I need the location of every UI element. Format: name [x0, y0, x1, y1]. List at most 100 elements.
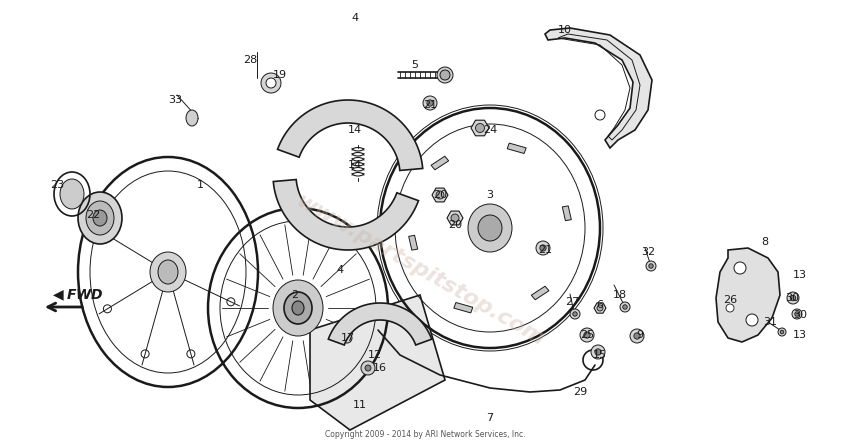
Ellipse shape	[86, 201, 114, 235]
Ellipse shape	[630, 329, 644, 343]
Ellipse shape	[746, 314, 758, 326]
Ellipse shape	[93, 210, 107, 226]
Text: 1: 1	[196, 180, 203, 190]
Text: 19: 19	[273, 70, 287, 80]
Ellipse shape	[649, 264, 654, 268]
Text: 13: 13	[793, 270, 807, 280]
Polygon shape	[471, 120, 489, 136]
Text: 33: 33	[168, 95, 182, 105]
Text: 22: 22	[86, 210, 100, 220]
Text: 27: 27	[565, 297, 579, 307]
Ellipse shape	[60, 179, 84, 209]
Ellipse shape	[540, 245, 547, 251]
Polygon shape	[594, 303, 606, 313]
Ellipse shape	[440, 70, 450, 80]
Text: $\blacktriangleleft$FWD: $\blacktriangleleft$FWD	[50, 287, 104, 303]
Ellipse shape	[478, 215, 502, 241]
Ellipse shape	[361, 361, 375, 375]
Text: 30: 30	[785, 293, 799, 303]
Ellipse shape	[646, 261, 656, 271]
Polygon shape	[310, 295, 445, 430]
Ellipse shape	[273, 280, 323, 336]
Ellipse shape	[436, 191, 444, 199]
Ellipse shape	[573, 312, 577, 316]
Text: 4: 4	[337, 265, 343, 275]
Text: 23: 23	[50, 180, 64, 190]
Ellipse shape	[591, 345, 605, 359]
Ellipse shape	[778, 328, 786, 336]
Ellipse shape	[584, 332, 590, 338]
Ellipse shape	[595, 349, 601, 355]
Polygon shape	[563, 206, 571, 221]
Ellipse shape	[790, 295, 796, 301]
Text: 24: 24	[483, 125, 497, 135]
Ellipse shape	[266, 78, 276, 88]
Text: 8: 8	[762, 237, 768, 247]
Polygon shape	[277, 100, 422, 170]
Polygon shape	[432, 188, 448, 202]
Ellipse shape	[437, 67, 453, 83]
Text: 14: 14	[348, 125, 362, 135]
Text: Copyright 2009 - 2014 by ARI Network Services, Inc.: Copyright 2009 - 2014 by ARI Network Ser…	[325, 429, 525, 439]
Text: 25: 25	[580, 330, 594, 340]
Ellipse shape	[787, 292, 799, 304]
Ellipse shape	[423, 96, 437, 110]
Ellipse shape	[78, 192, 122, 244]
Text: 10: 10	[558, 25, 572, 35]
Ellipse shape	[158, 260, 178, 284]
Polygon shape	[716, 248, 780, 342]
Ellipse shape	[284, 292, 312, 324]
Ellipse shape	[536, 241, 550, 255]
Ellipse shape	[468, 204, 512, 252]
Polygon shape	[447, 211, 463, 225]
Ellipse shape	[595, 110, 605, 120]
Ellipse shape	[620, 302, 630, 312]
Text: 11: 11	[353, 400, 367, 410]
Text: 21: 21	[538, 245, 552, 255]
Polygon shape	[545, 28, 652, 148]
Text: 21: 21	[423, 100, 437, 110]
Polygon shape	[274, 179, 418, 250]
Polygon shape	[507, 143, 526, 154]
Text: 29: 29	[573, 387, 587, 397]
Text: 16: 16	[373, 363, 387, 373]
Text: 18: 18	[613, 290, 627, 300]
Ellipse shape	[365, 365, 371, 371]
Polygon shape	[454, 302, 473, 313]
Polygon shape	[409, 235, 417, 250]
Ellipse shape	[623, 305, 627, 309]
Text: 32: 32	[641, 247, 655, 257]
Ellipse shape	[580, 328, 594, 342]
Ellipse shape	[734, 262, 746, 274]
Polygon shape	[431, 156, 449, 170]
Ellipse shape	[427, 100, 434, 106]
Text: 9: 9	[637, 330, 643, 340]
Text: 28: 28	[243, 55, 257, 65]
Text: 12: 12	[368, 350, 382, 360]
Text: 30: 30	[793, 310, 807, 320]
Ellipse shape	[597, 305, 603, 311]
Ellipse shape	[795, 312, 799, 316]
Text: 20: 20	[448, 220, 462, 230]
Text: www.partspitstop.com: www.partspitstop.com	[292, 190, 547, 349]
Ellipse shape	[451, 214, 459, 222]
Text: 14: 14	[348, 160, 362, 170]
Ellipse shape	[150, 252, 186, 292]
Ellipse shape	[634, 333, 640, 339]
Text: 2: 2	[292, 290, 298, 300]
Ellipse shape	[792, 309, 802, 319]
Ellipse shape	[186, 110, 198, 126]
Text: 4: 4	[351, 13, 359, 23]
Ellipse shape	[342, 333, 352, 343]
Text: 5: 5	[411, 60, 418, 70]
Text: 17: 17	[341, 333, 355, 343]
Ellipse shape	[726, 304, 734, 312]
Text: 31: 31	[763, 317, 777, 327]
Text: 20: 20	[433, 190, 447, 200]
Text: 13: 13	[793, 330, 807, 340]
Polygon shape	[328, 303, 432, 345]
Text: 26: 26	[723, 295, 737, 305]
Text: 3: 3	[486, 190, 494, 200]
Ellipse shape	[292, 301, 304, 315]
Polygon shape	[531, 286, 549, 300]
